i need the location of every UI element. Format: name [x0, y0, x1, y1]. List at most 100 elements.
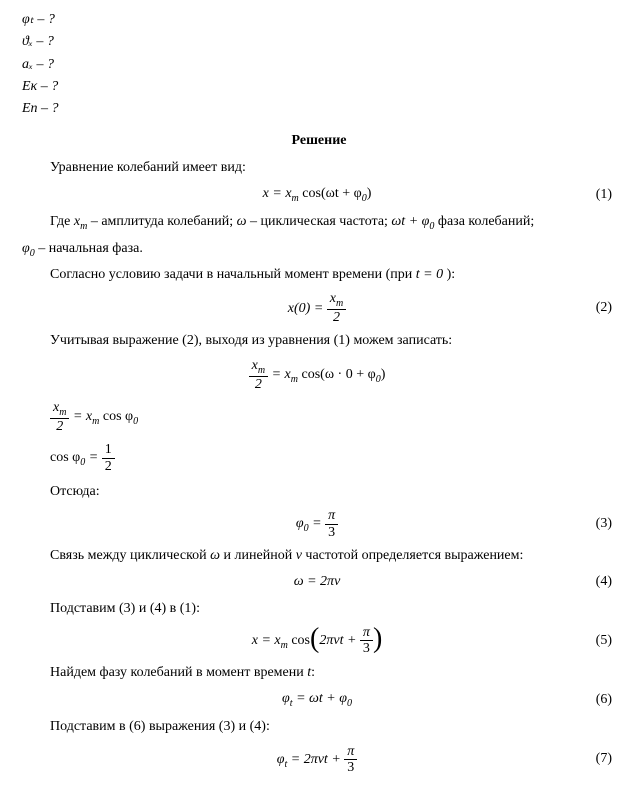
- text: – амплитуда колебаний;: [87, 214, 236, 229]
- solution-title: Решение: [22, 131, 616, 151]
- text: :: [311, 665, 315, 680]
- frac-bot: 2: [327, 310, 346, 325]
- equation-number: (4): [596, 572, 612, 592]
- eq7-expr: φt = 2πνt + π3: [277, 752, 358, 767]
- sym: t = 0: [416, 267, 443, 282]
- eq2a-expr: xm2 = xm cos(ω · 0 + φ0): [249, 367, 386, 382]
- given-item: ϑₓ – ?: [22, 32, 616, 52]
- text: и линейной: [220, 548, 296, 563]
- given-text: Eκ – ?: [22, 79, 58, 94]
- fraction: xm2: [327, 291, 346, 325]
- fraction: π3: [344, 744, 357, 776]
- paragraph: Уравнение колебаний имеет вид:: [22, 158, 616, 178]
- derivation-line: cos φ0 = 12: [50, 442, 616, 474]
- eq7-pre: φ: [277, 752, 285, 767]
- text: – циклическая частота;: [246, 214, 391, 229]
- paragraph: Где xm – амплитуда колебаний; ω – циклич…: [22, 212, 616, 234]
- sym: ω: [210, 548, 220, 563]
- d2-eq: =: [85, 450, 101, 465]
- text: Связь между циклической: [50, 548, 210, 563]
- paragraph: Учитывая выражение (2), выходя из уравне…: [22, 331, 616, 351]
- text: Согласно условию задачи в начальный моме…: [50, 267, 416, 282]
- eq5-pre: x = x: [252, 633, 281, 648]
- paragraph: Согласно условию задачи в начальный моме…: [22, 265, 616, 285]
- sym: ω: [237, 214, 247, 229]
- frac-bot: 3: [325, 525, 338, 540]
- equation-number: (6): [596, 690, 612, 710]
- paragraph-continued: φ0 – начальная фаза.: [22, 239, 616, 261]
- equation-number: (5): [596, 631, 612, 651]
- fraction: π3: [325, 508, 338, 540]
- equation-2a: xm2 = xm cos(ω · 0 + φ0): [22, 358, 616, 392]
- eq4-expr: ω = 2πν: [294, 574, 341, 589]
- text: частотой определяется выражением:: [302, 548, 523, 563]
- frac-top-sub: m: [258, 365, 265, 376]
- eq3-expr: φ0 = π3: [296, 516, 338, 531]
- eq6-expr: φt = ωt + φ0: [282, 691, 352, 706]
- paragraph: Связь между циклической ω и линейной ν ч…: [22, 546, 616, 566]
- derivation-line: xm2 = xm cos φ0: [50, 400, 616, 434]
- sym: ωt + φ: [391, 214, 429, 229]
- d1-sub2: 0: [133, 416, 138, 427]
- equation-6: φt = ωt + φ0 (6): [22, 689, 616, 711]
- given-text: Eп – ?: [22, 101, 59, 116]
- eq2-lhs: x(0) =: [288, 301, 327, 316]
- text: Найдем фазу колебаний в момент времени: [50, 665, 307, 680]
- derivation-block: xm2 = xm cos φ0 cos φ0 = 12: [50, 400, 616, 474]
- given-text: ϑₓ – ?: [22, 34, 54, 49]
- eq1-expr: x = xm cos(ωt + φ0): [263, 186, 372, 201]
- frac-top: π: [344, 744, 357, 760]
- fraction: 12: [102, 442, 115, 474]
- equation-4: ω = 2πν (4): [22, 572, 616, 592]
- paragraph: Подставим в (6) выражения (3) и (4):: [22, 717, 616, 737]
- equation-number: (2): [596, 298, 612, 318]
- paragraph: Подставим (3) и (4) в (1):: [22, 599, 616, 619]
- given-item: aₓ – ?: [22, 55, 616, 75]
- given-list: φₜ – ? ϑₓ – ? aₓ – ? Eκ – ? Eп – ?: [22, 10, 616, 119]
- eq1-mid: cos(ωt + φ: [299, 186, 362, 201]
- eq2a-pre: = x: [268, 367, 291, 382]
- eq1-sub: m: [292, 193, 299, 204]
- text: Где: [50, 214, 74, 229]
- equation-1: x = xm cos(ωt + φ0) (1): [22, 184, 616, 206]
- eq2a-mid: cos(ω · 0 + φ: [298, 367, 376, 382]
- frac-top: π: [325, 508, 338, 524]
- text: ):: [443, 267, 455, 282]
- given-item: Eκ – ?: [22, 77, 616, 97]
- frac-top-sub: m: [59, 407, 66, 418]
- eq2a-post: ): [381, 367, 386, 382]
- eq2-expr: x(0) = xm2: [288, 301, 346, 316]
- paragraph: Отсюда:: [22, 482, 616, 502]
- fraction: xm2: [249, 358, 268, 392]
- given-item: φₜ – ?: [22, 10, 616, 30]
- text: фаза колебаний;: [434, 214, 534, 229]
- eq6-rhs: = ωt + φ: [293, 691, 347, 706]
- d2-pre: cos φ: [50, 450, 80, 465]
- eq5-sub: m: [281, 640, 288, 651]
- equation-2: x(0) = xm2 (2): [22, 291, 616, 325]
- eq5-expr: x = xm cos(2πνt + π3): [252, 633, 383, 648]
- equation-5: x = xm cos(2πνt + π3) (5): [22, 625, 616, 657]
- d1-mid: cos φ: [99, 409, 133, 424]
- given-text: aₓ – ?: [22, 57, 54, 72]
- fraction: π3: [360, 625, 373, 657]
- eq7-rhs: = 2πνt +: [287, 752, 344, 767]
- given-item: Eп – ?: [22, 99, 616, 119]
- frac-bot: 3: [344, 760, 357, 775]
- eq5-arg: 2πνt +: [319, 633, 360, 648]
- eq2a-sub: m: [291, 374, 298, 385]
- paragraph: Найдем фазу колебаний в момент времени t…: [22, 663, 616, 683]
- frac-bot: 2: [249, 377, 268, 392]
- frac-top-sub: m: [336, 298, 343, 309]
- equation-number: (1): [596, 185, 612, 205]
- sym: φ: [22, 241, 30, 256]
- given-text: φₜ – ?: [22, 12, 55, 27]
- d1-pre: = x: [69, 409, 92, 424]
- frac-bot: 2: [102, 459, 115, 474]
- frac-top: 1: [102, 442, 115, 458]
- eq3-eq: =: [309, 516, 325, 531]
- eq6-pre: φ: [282, 691, 290, 706]
- fraction: xm2: [50, 400, 69, 434]
- equation-number: (3): [596, 514, 612, 534]
- eq5-mid: cos: [288, 633, 310, 648]
